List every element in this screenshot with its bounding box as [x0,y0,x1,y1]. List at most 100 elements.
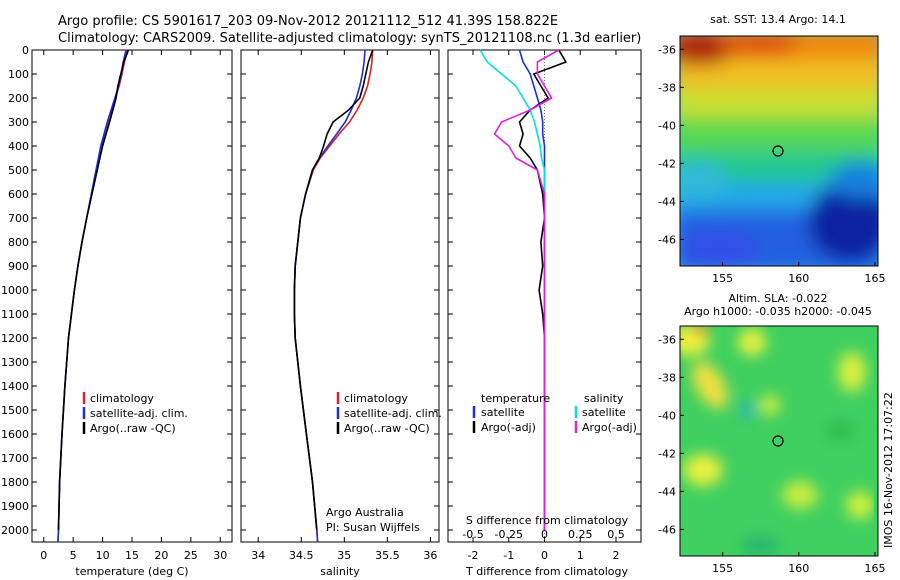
sla-map-frame [679,325,879,557]
salinity-legend: climatology satellite-adj. clim. Argo(..… [336,392,442,435]
x-tick-label: 36 [423,549,437,562]
figure-title-line2: Climatology: CARS2009. Satellite-adjuste… [58,31,641,46]
x-tick-label: 34.5 [289,549,314,562]
map-y-tick-label: -42 [658,447,676,460]
map-y-tick-label: -40 [658,119,676,132]
x-tick-label: 30 [213,549,227,562]
legend-label-satellite: satellite-adj. clim. [90,407,188,420]
map-y-tick-label: -44 [658,485,676,498]
y-tick-label: 900 [8,260,29,273]
x2-tick-label: 0.25 [568,528,593,541]
series-line [293,49,374,531]
sst-argo-marker [772,145,784,157]
sst-map-frame [679,35,879,267]
legend-label-t-argo: Argo(-adj) [481,421,536,434]
x-tick-label: 15 [125,549,139,562]
y-tick-label: 1300 [1,356,29,369]
y-tick-label: 1100 [1,308,29,321]
y-tick-label: 1900 [1,500,29,513]
sla-argo-marker [772,435,784,447]
legend-label-satellite: satellite-adj. clim. [344,407,442,420]
y-tick-label: 100 [8,68,29,81]
x2-tick-label: -0.5 [462,528,483,541]
temperature-xlabel: temperature (deg C) [75,565,188,578]
y-tick-label: 200 [8,92,29,105]
salinity-chart: 34 34.5 35 35.5 36 [241,49,439,562]
y-tick-label: 300 [8,116,29,129]
map-y-tick-label: -38 [658,81,676,94]
y-tick-label: 700 [8,212,29,225]
sla-map-title-line1: Altim. SLA: -0.022 [728,292,827,305]
y-tick-label: 500 [8,164,29,177]
y-tick-label: 800 [8,236,29,249]
side-stamp: IMOS 16-Nov-2012 17:07:22 [882,392,895,548]
map-x-tick-label: 165 [864,272,885,285]
figure-title-line1: Argo profile: CS 5901617_203 09-Nov-2012… [58,14,558,29]
x-tick-label: 1 [577,549,584,562]
y-tick-label: 600 [8,188,29,201]
x-tick-label: 5 [70,549,77,562]
map-y-tick-label: -40 [658,409,676,422]
y-tick-label: 400 [8,140,29,153]
map-x-tick-label: 160 [788,272,809,285]
salinity-panel-frame [240,49,440,543]
difference-chart: -2 -1 0 1 2 -0.5 -0.25 0 0.25 0.5 [448,49,641,562]
y-tick-label: 1200 [1,332,29,345]
x2-tick-label: 0 [541,528,548,541]
sla-map-axes: 155 160 165 -36 -38 -40 -42 -44 -46 [658,333,885,575]
legend-label-t-satellite: satellite [481,406,525,419]
x-tick-label: 10 [96,549,110,562]
y-tick-label: 1700 [1,452,29,465]
legend-label-argo: Argo(..raw -QC) [90,422,176,435]
y-tick-label: 1800 [1,476,29,489]
temperature-chart: 0 5 10 15 20 25 300100200300400500600700800900… [1,44,232,562]
map-x-tick-label: 160 [788,562,809,575]
legend-title-salinity: salinity [584,392,624,405]
sst-map-title: sat. SST: 13.4 Argo: 14.1 [710,13,846,26]
x-tick-label: 34 [251,549,265,562]
legend-label-climatology: climatology [90,392,154,405]
map-y-tick-label: -38 [658,371,676,384]
credit-line2: PI: Susan Wijffels [326,521,420,534]
x-tick-label: 0 [40,549,47,562]
x-tick-label: 35.5 [375,549,400,562]
temperature-panel-frame [31,49,233,543]
credit-line1: Argo Australia [326,506,404,519]
map-y-tick-label: -36 [658,333,676,346]
map-y-tick-label: -44 [658,195,676,208]
legend-label-climatology: climatology [344,392,408,405]
y-tick-label: 0 [22,44,29,57]
salinity-xlabel: salinity [320,565,360,578]
legend-label-argo: Argo(..raw -QC) [344,422,430,435]
x-tick-label: 2 [612,549,619,562]
sst-map: sat. SST: 13.4 Argo: 14.1 155 160 165-3 [658,13,885,285]
y-tick-label: 1400 [1,380,29,393]
y-tick-label: 2000 [1,524,29,537]
sla-map: Altim. SLA: -0.022 Argo h1000: -0.035 h2… [658,292,885,575]
map-y-tick-label: -42 [658,157,676,170]
map-x-tick-label: 155 [712,562,733,575]
y-tick-label: 1500 [1,404,29,417]
x-tick-label: 0 [541,549,548,562]
x-tick-label: 25 [184,549,198,562]
map-x-tick-label: 155 [712,272,733,285]
map-y-tick-label: -46 [658,523,676,536]
legend-title-temperature: temperature [481,392,550,405]
difference-legend: temperature salinity satellite Argo(-adj… [472,392,637,434]
sst-map-axes: 155 160 165 -36 -38 -40 -42 -44 -46 [658,43,885,285]
difference-x2label: S difference from climatology [466,514,629,527]
y-tick-label: 1000 [1,284,29,297]
x-tick-label: 35 [337,549,351,562]
x2-tick-label: -0.25 [495,528,523,541]
y-tick-label: 1600 [1,428,29,441]
series-line [493,49,560,530]
x2-tick-label: 0.5 [607,528,625,541]
map-y-tick-label: -46 [658,233,676,246]
map-x-tick-label: 165 [864,562,885,575]
sla-map-title-line2: Argo h1000: -0.035 h2000: -0.045 [684,305,872,318]
temperature-legend: climatology satellite-adj. clim. Argo(..… [82,392,188,435]
x-tick-label: -1 [503,549,514,562]
x-tick-label: -2 [468,549,479,562]
legend-label-s-satellite: satellite [582,406,626,419]
